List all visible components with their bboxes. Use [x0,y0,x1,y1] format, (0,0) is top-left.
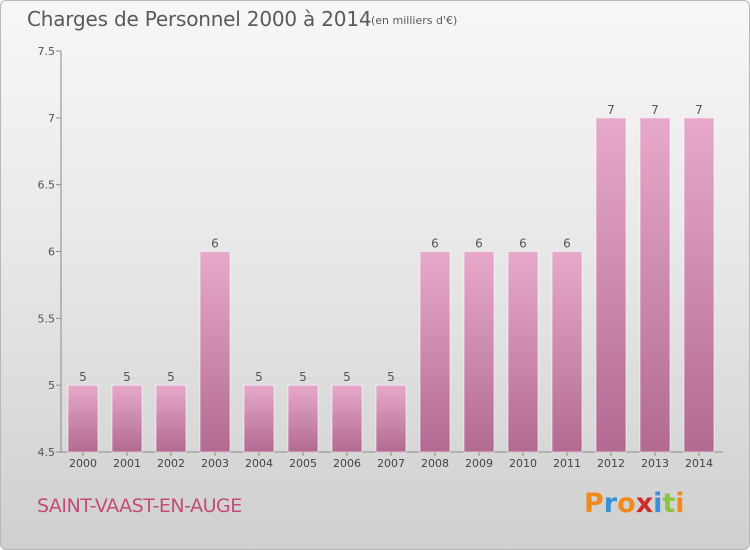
data-label: 5 [299,370,307,384]
data-label: 7 [695,103,703,117]
bar-2008 [419,251,451,453]
logo-letter: i [653,488,663,519]
x-tick-label: 2000 [69,457,97,470]
data-label: 5 [387,370,395,384]
logo-letter: r [603,488,618,519]
x-tick-label: 2006 [333,457,361,470]
bar-2004 [243,384,275,453]
logo-letter: t [662,488,676,519]
logo-letter: x [635,488,654,519]
x-tick-label: 2012 [597,457,625,470]
bar-2014 [683,117,715,453]
x-tick-label: 2008 [421,457,449,470]
data-label: 6 [563,237,571,251]
x-tick-label: 2009 [465,457,493,470]
bar-2002 [155,384,187,453]
data-label: 5 [343,370,351,384]
bar-2013 [639,117,671,453]
data-label: 5 [79,370,87,384]
bar-2006 [331,384,363,453]
proxiti-logo: Proxiti [584,488,685,519]
data-label: 7 [607,103,615,117]
bar-2000 [67,384,99,453]
bar-2001 [111,384,143,453]
x-tick-label: 2010 [509,457,537,470]
chart-title: Charges de Personnel 2000 à 2014 [27,7,372,31]
x-tick-label: 2013 [641,457,669,470]
bar-2007 [375,384,407,453]
chart-unit: (en milliers d'€) [371,14,458,27]
y-tick-label: 6.5 [38,179,56,192]
data-label: 6 [211,237,219,251]
bar-2011 [551,251,583,453]
bar-2009 [463,251,495,453]
y-tick-label: 7.5 [38,45,56,58]
y-tick-label: 6 [48,246,55,259]
data-label: 5 [167,370,175,384]
data-label: 6 [431,237,439,251]
bar-2005 [287,384,319,453]
bar-2012 [595,117,627,453]
bar-2010 [507,251,539,453]
x-tick-label: 2003 [201,457,229,470]
logo-letter: i [675,488,685,519]
x-tick-label: 2004 [245,457,273,470]
x-tick-label: 2014 [685,457,713,470]
bar-2003 [199,251,231,453]
data-label: 5 [255,370,263,384]
bars [67,117,715,453]
x-tick-label: 2005 [289,457,317,470]
x-tick-label: 2007 [377,457,405,470]
logo-letter: o [617,488,636,519]
labels: 4.5 5 5.5 6 6.5 7 7.5 5 2000 5 2001 5 2002 6 2003 5 2004… [38,45,714,470]
data-label: 7 [651,103,659,117]
x-tick-label: 2002 [157,457,185,470]
y-tick-label: 7 [48,112,55,125]
data-label: 5 [123,370,131,384]
data-label: 6 [475,237,483,251]
y-tick-label: 5 [48,379,55,392]
logo-letter: P [584,488,604,519]
data-label: 6 [519,237,527,251]
x-tick-label: 2011 [553,457,581,470]
commune-name: SAINT-VAAST-EN-AUGE [37,495,242,517]
y-tick-label: 4.5 [38,446,56,459]
y-tick-label: 5.5 [38,312,56,325]
x-tick-label: 2001 [113,457,141,470]
